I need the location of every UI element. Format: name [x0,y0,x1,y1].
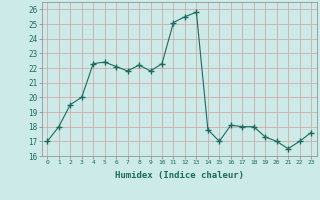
X-axis label: Humidex (Indice chaleur): Humidex (Indice chaleur) [115,171,244,180]
